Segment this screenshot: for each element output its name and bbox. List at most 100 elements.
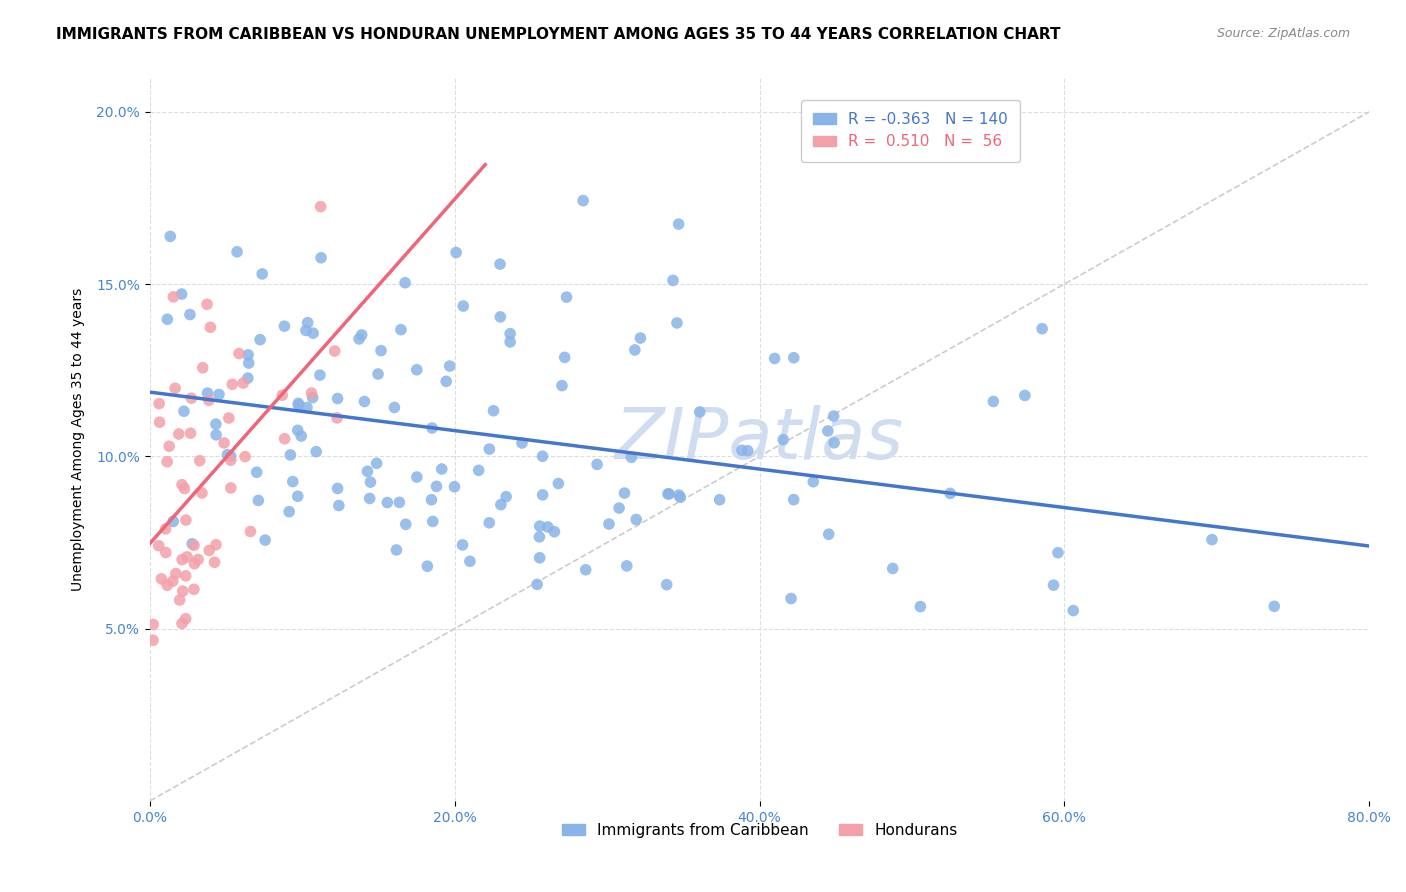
Point [148, 396, 170, 410]
Point [823, 409, 845, 423]
Point [499, 326, 522, 341]
Point [305, 444, 328, 458]
Point [156, 578, 179, 592]
Point [1031, 322, 1053, 336]
Point [302, 326, 325, 340]
Point [167, 427, 190, 442]
Point [598, 516, 620, 531]
Point [238, 356, 260, 370]
Point [170, 552, 193, 566]
Point [510, 436, 533, 450]
Point [910, 599, 932, 614]
Point [157, 439, 180, 453]
Point [783, 351, 806, 365]
Point [236, 371, 259, 385]
Point [489, 310, 512, 324]
Point [165, 566, 187, 581]
Text: Source: ZipAtlas.com: Source: ZipAtlas.com [1216, 27, 1350, 40]
Point [326, 392, 349, 406]
Point [233, 450, 256, 464]
Point [1201, 533, 1223, 547]
Point [370, 343, 392, 358]
Point [359, 475, 381, 489]
Point [208, 387, 231, 401]
Point [148, 539, 170, 553]
Point [422, 515, 444, 529]
Point [174, 612, 197, 626]
Point [170, 616, 193, 631]
Point [204, 555, 226, 569]
Point [385, 543, 408, 558]
Point [575, 563, 598, 577]
Point [170, 477, 193, 491]
Point [301, 391, 323, 405]
Point [191, 486, 214, 500]
Point [159, 229, 181, 244]
Point [278, 505, 301, 519]
Point [326, 482, 349, 496]
Point [526, 577, 548, 591]
Point [489, 257, 512, 271]
Point [823, 435, 845, 450]
Point [444, 245, 467, 260]
Point [236, 348, 259, 362]
Point [689, 405, 711, 419]
Point [529, 530, 551, 544]
Point [451, 538, 474, 552]
Point [737, 443, 759, 458]
Point [1014, 388, 1036, 402]
Point [290, 429, 312, 443]
Point [624, 512, 647, 526]
Point [195, 297, 218, 311]
Point [499, 334, 522, 349]
Point [156, 455, 179, 469]
Point [172, 584, 194, 599]
Point [359, 491, 381, 506]
Point [183, 582, 205, 597]
Point [183, 538, 205, 552]
Point [939, 486, 962, 500]
Point [232, 376, 254, 390]
Point [162, 574, 184, 589]
Point [297, 316, 319, 330]
Point [173, 404, 195, 418]
Point [150, 572, 173, 586]
Point [388, 495, 411, 509]
Point [183, 557, 205, 571]
Point [783, 492, 806, 507]
Point [200, 320, 222, 334]
Point [529, 550, 551, 565]
Point [295, 323, 318, 337]
Point [180, 426, 202, 441]
Point [287, 423, 309, 437]
Point [155, 522, 177, 536]
Point [439, 359, 461, 373]
Point [273, 432, 295, 446]
Point [709, 492, 731, 507]
Point [668, 217, 690, 231]
Point [416, 559, 439, 574]
Point [658, 487, 681, 501]
Point [174, 513, 197, 527]
Point [350, 327, 373, 342]
Point [1263, 599, 1285, 614]
Point [249, 333, 271, 347]
Point [287, 396, 309, 410]
Point [221, 377, 243, 392]
Point [205, 427, 228, 442]
Point [295, 401, 318, 415]
Point [197, 386, 219, 401]
Point [554, 351, 576, 365]
Point [531, 488, 554, 502]
Point [323, 344, 346, 359]
Point [657, 487, 679, 501]
Point [247, 493, 270, 508]
Point [616, 558, 638, 573]
Point [205, 538, 228, 552]
Point [301, 386, 323, 401]
Text: IMMIGRANTS FROM CARIBBEAN VS HONDURAN UNEMPLOYMENT AMONG AGES 35 TO 44 YEARS COR: IMMIGRANTS FROM CARIBBEAN VS HONDURAN UN… [56, 27, 1060, 42]
Point [451, 299, 474, 313]
Point [309, 200, 332, 214]
Point [217, 448, 239, 462]
Point [228, 346, 250, 360]
